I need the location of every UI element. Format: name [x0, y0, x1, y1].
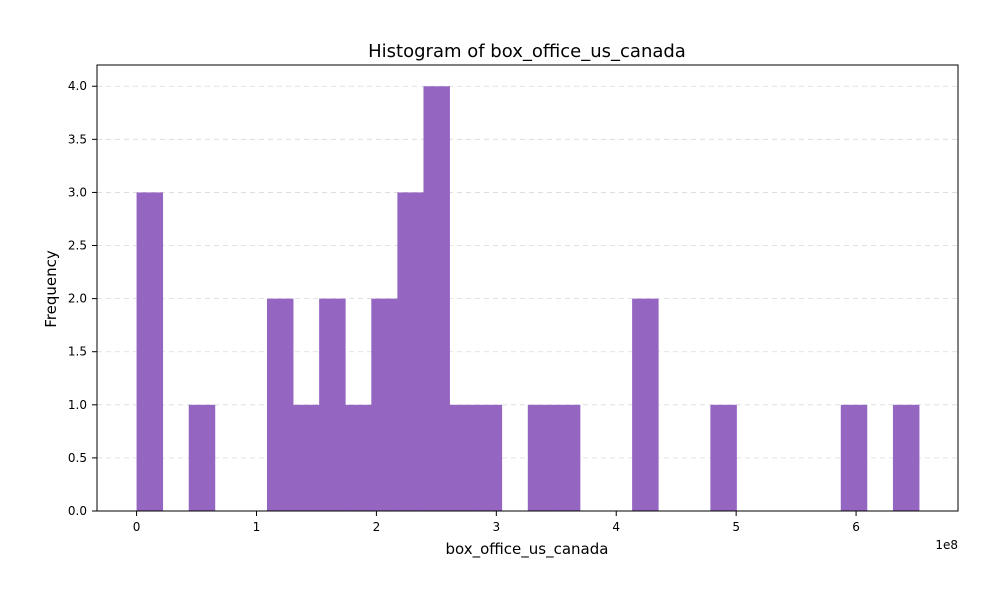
histogram-bar [632, 298, 659, 511]
histogram-bar [553, 404, 581, 511]
plot-frame [96, 64, 959, 512]
x-axis-title: box_office_us_canada [446, 540, 609, 559]
y-tick-label: 3.0 [68, 185, 87, 199]
histogram-bar [710, 404, 737, 511]
histogram-bar [345, 404, 372, 511]
histogram-bar [527, 404, 555, 511]
histogram-bar [293, 404, 320, 511]
histogram-bar [266, 298, 294, 511]
histogram-bar [475, 404, 503, 511]
y-tick-label: 0.0 [68, 504, 87, 518]
y-tick-label: 1.0 [68, 398, 87, 412]
x-tick-label: 1 [253, 520, 261, 534]
y-tick-label: 0.5 [68, 451, 87, 465]
x-tick-label: 5 [732, 520, 740, 534]
x-tick-label: 3 [493, 520, 501, 534]
grid-lines [97, 85, 958, 512]
y-axis-title: Frequency [42, 250, 60, 328]
x-axis-ticks: 0 1 2 3 4 5 6 [133, 511, 860, 534]
histogram-bar [840, 404, 868, 511]
y-tick-label: 3.5 [68, 132, 87, 146]
x-tick-label: 6 [852, 520, 860, 534]
histogram-bar [188, 404, 216, 511]
histogram-bar [449, 404, 477, 511]
x-tick-label: 2 [373, 520, 381, 534]
histogram-bar [371, 298, 398, 511]
y-tick-label: 2.5 [68, 239, 87, 253]
histogram-bar [423, 86, 450, 511]
histogram-bar [319, 298, 346, 511]
x-tick-label: 0 [133, 520, 141, 534]
y-tick-label: 1.5 [68, 345, 87, 359]
y-tick-label: 2.0 [68, 292, 87, 306]
x-axis-offset-label: 1e8 [935, 538, 958, 552]
x-tick-label: 4 [612, 520, 620, 534]
y-axis-ticks: 0.0 0.5 1.0 1.5 2.0 2.5 3.0 3.5 4.0 [68, 79, 97, 518]
histogram-bar [892, 404, 920, 511]
histogram-bar [136, 192, 164, 511]
chart-title: Histogram of box_office_us_canada [368, 41, 686, 62]
y-tick-label: 4.0 [68, 79, 87, 93]
histogram-bar [397, 192, 424, 511]
histogram-bars [136, 86, 920, 511]
